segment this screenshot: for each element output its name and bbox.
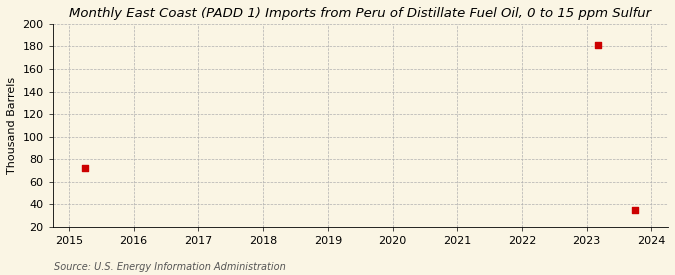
Point [630, 208, 641, 212]
Point [80, 166, 90, 170]
Text: Source: U.S. Energy Information Administration: Source: U.S. Energy Information Administ… [54, 262, 286, 271]
Y-axis label: Thousand Barrels: Thousand Barrels [7, 77, 17, 174]
Title: Monthly East Coast (PADD 1) Imports from Peru of Distillate Fuel Oil, 0 to 15 pp: Monthly East Coast (PADD 1) Imports from… [69, 7, 651, 20]
Point [593, 43, 603, 48]
